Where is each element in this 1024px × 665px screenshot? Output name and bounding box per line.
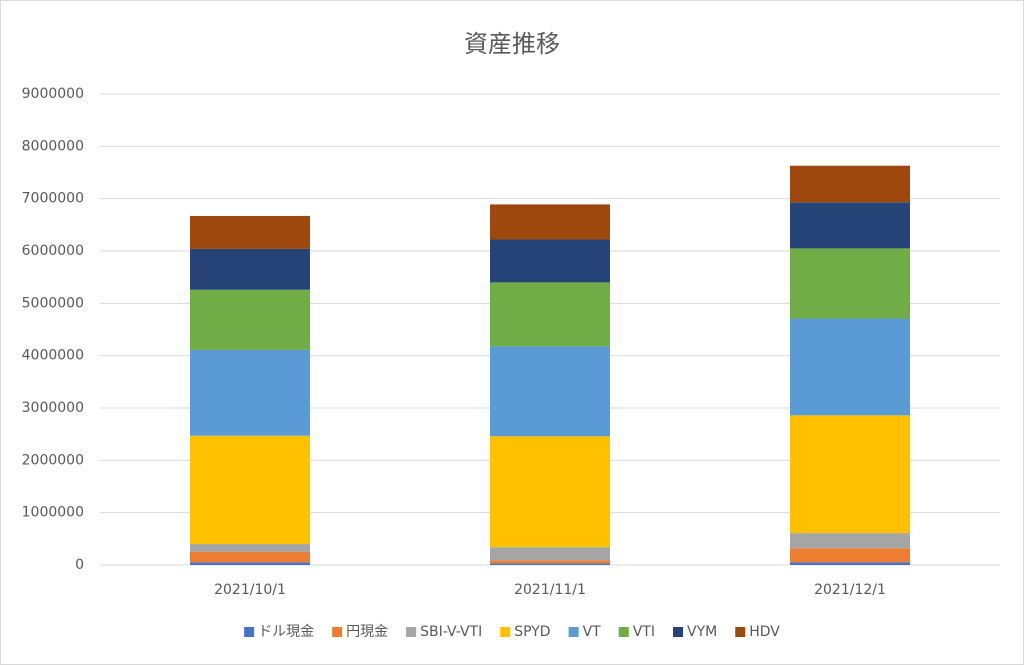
y-tick-label: 2000000 — [22, 452, 84, 468]
bar-segment — [490, 436, 610, 548]
bar-segment — [190, 349, 310, 436]
legend-label: SPYD — [514, 624, 550, 640]
bar-segment — [790, 548, 910, 563]
legend-label: HDV — [749, 624, 780, 640]
chart-title: 資産推移 — [464, 30, 560, 58]
legend-swatch — [568, 627, 579, 637]
bar-segment — [190, 435, 310, 545]
bar-segment — [490, 346, 610, 437]
legend-label: VYM — [687, 624, 717, 640]
legend-label: ドル現金 — [258, 624, 314, 640]
bar-segment — [790, 248, 910, 319]
bar-segment — [490, 204, 610, 240]
y-tick-label: 4000000 — [22, 348, 84, 364]
bar-segment — [490, 239, 610, 283]
x-tick-label: 2021/10/1 — [214, 582, 286, 598]
bar-segment — [790, 318, 910, 416]
x-tick-label: 2021/12/1 — [814, 582, 886, 598]
legend-swatch — [406, 627, 417, 637]
legend-label: 円現金 — [346, 624, 388, 640]
bar-segment — [190, 248, 310, 290]
bar-segment — [490, 547, 610, 561]
bar-segment — [790, 415, 910, 534]
y-tick-label: 8000000 — [22, 138, 84, 154]
legend-label: VTI — [633, 624, 655, 640]
bar-segment — [790, 202, 910, 249]
y-tick-label: 7000000 — [22, 191, 84, 207]
legend-swatch — [673, 627, 684, 637]
bar-segment — [490, 560, 610, 564]
legend-swatch — [332, 627, 343, 637]
y-tick-label: 1000000 — [22, 505, 84, 521]
bar-segment — [190, 544, 310, 552]
bar-segment — [190, 562, 310, 565]
bar-segment — [790, 533, 910, 549]
y-tick-label: 5000000 — [22, 295, 84, 311]
bar-segment — [490, 282, 610, 347]
legend-swatch — [735, 627, 746, 637]
bar-segment — [190, 289, 310, 350]
legend-swatch — [618, 627, 629, 637]
legend-label: SBI-V-VTI — [420, 624, 482, 640]
legend-swatch — [500, 627, 511, 637]
bar-segment — [490, 563, 610, 565]
y-tick-label: 6000000 — [22, 243, 84, 259]
legend-label: VT — [583, 624, 602, 640]
y-tick-label: 0 — [75, 557, 84, 573]
y-tick-label: 9000000 — [22, 86, 84, 102]
y-tick-label: 3000000 — [22, 400, 84, 416]
x-tick-label: 2021/11/1 — [514, 582, 586, 598]
bar-segment — [790, 165, 910, 203]
bar-segment — [190, 551, 310, 563]
bar-segment — [190, 215, 310, 249]
bar-segment — [790, 562, 910, 565]
legend-swatch — [244, 627, 255, 637]
